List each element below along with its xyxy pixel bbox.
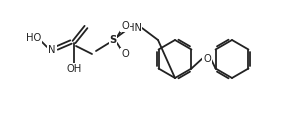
Text: O: O [121, 49, 129, 59]
Text: N: N [48, 45, 56, 55]
Text: S: S [109, 35, 117, 45]
Text: HN: HN [127, 23, 141, 33]
Text: O: O [121, 21, 129, 31]
Text: HO: HO [27, 33, 42, 43]
Text: OH: OH [66, 64, 82, 74]
Text: O: O [203, 54, 211, 64]
